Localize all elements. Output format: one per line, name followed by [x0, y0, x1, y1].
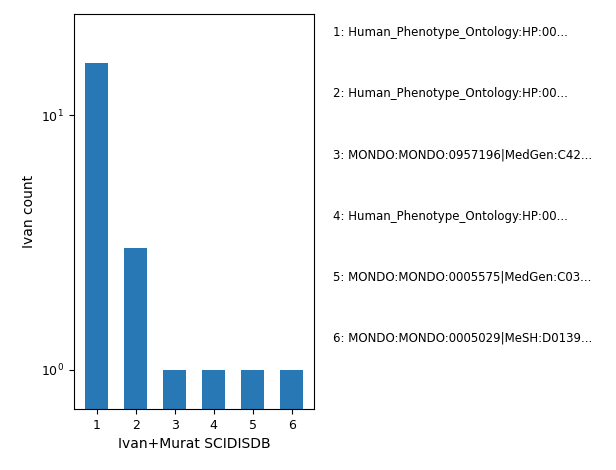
Y-axis label: Ivan count: Ivan count: [22, 175, 36, 248]
Bar: [163, 369, 186, 470]
Text: 1: Human_Phenotype_Ontology:HP:00...: 1: Human_Phenotype_Ontology:HP:00...: [333, 26, 567, 39]
Bar: [85, 63, 108, 470]
Bar: [241, 369, 264, 470]
Text: 6: MONDO:MONDO:0005029|MeSH:D0139...: 6: MONDO:MONDO:0005029|MeSH:D0139...: [333, 332, 592, 345]
Text: 5: MONDO:MONDO:0005575|MedGen:C03...: 5: MONDO:MONDO:0005575|MedGen:C03...: [333, 271, 591, 284]
Text: 3: MONDO:MONDO:0957196|MedGen:C42...: 3: MONDO:MONDO:0957196|MedGen:C42...: [333, 149, 592, 161]
Bar: [124, 248, 147, 470]
X-axis label: Ivan+Murat SCIDISDB: Ivan+Murat SCIDISDB: [118, 437, 270, 451]
Bar: [202, 369, 225, 470]
Text: 4: Human_Phenotype_Ontology:HP:00...: 4: Human_Phenotype_Ontology:HP:00...: [333, 210, 567, 222]
Bar: [280, 369, 304, 470]
Text: 2: Human_Phenotype_Ontology:HP:00...: 2: Human_Phenotype_Ontology:HP:00...: [333, 87, 567, 100]
